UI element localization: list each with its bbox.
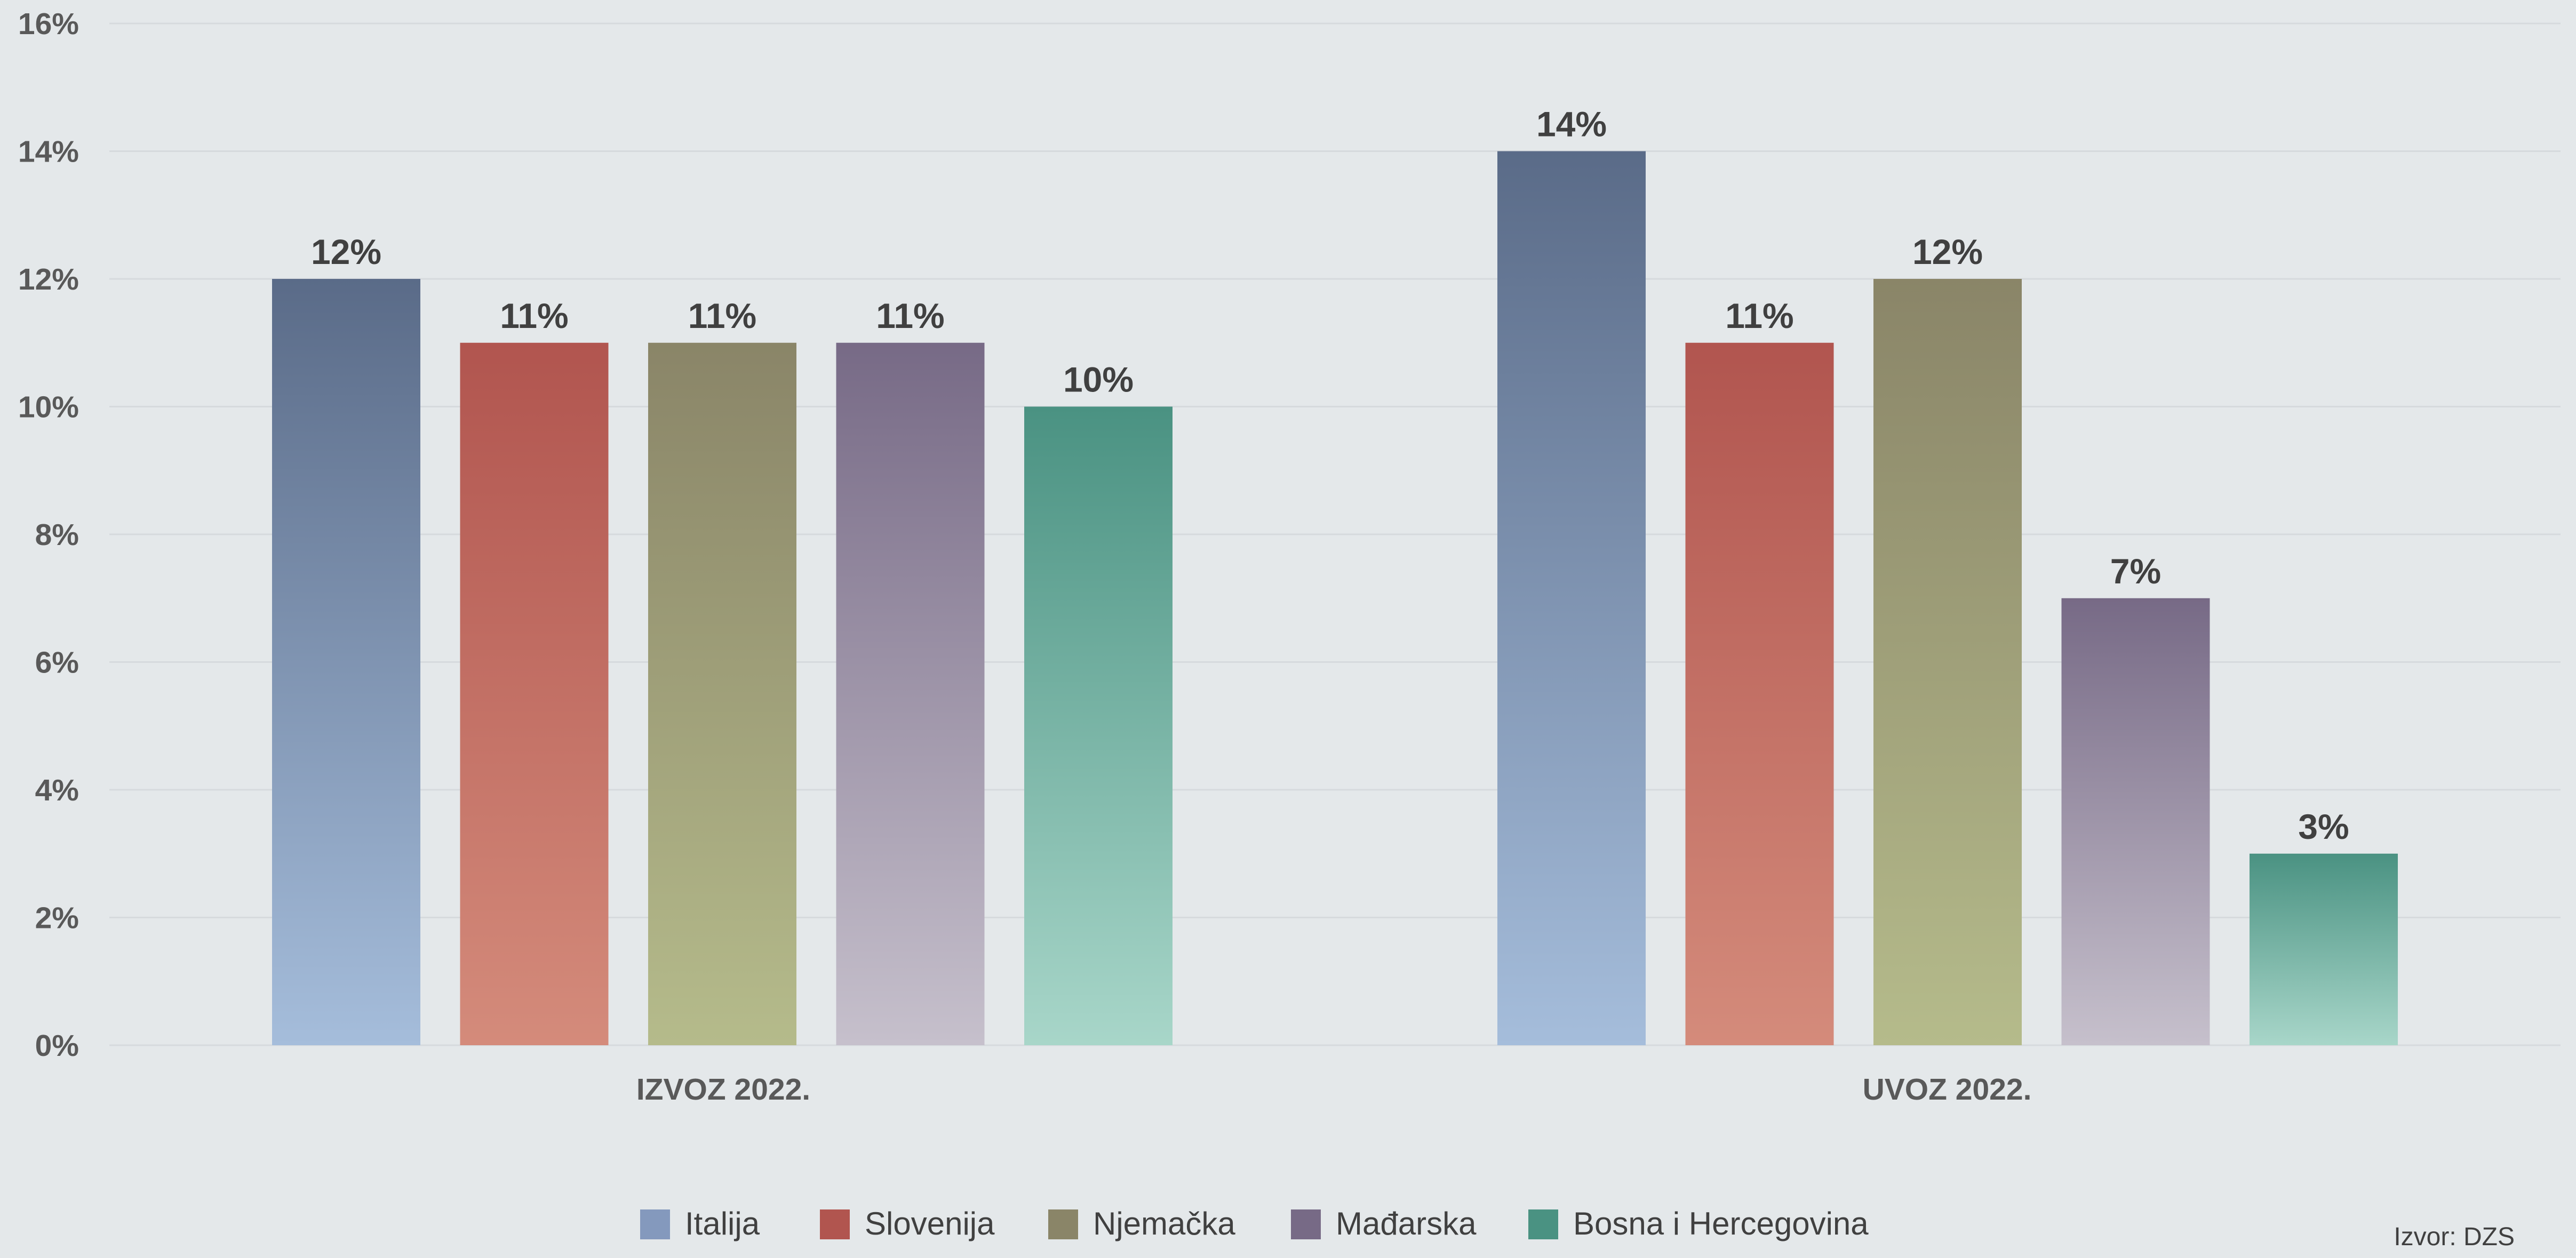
legend-label: Italija [685, 1206, 760, 1241]
bar-izvoz-4 [836, 342, 985, 1045]
source-note: Izvor: DZS [2394, 1223, 2515, 1251]
y-tick-label: 16% [18, 7, 79, 41]
data-label: 12% [1912, 232, 1983, 271]
legend-swatch [1528, 1209, 1558, 1239]
data-label: 11% [876, 296, 944, 335]
legend-swatch [1291, 1209, 1321, 1239]
legend: Italija Slovenija Njemačka Mađarska Bosna i … [640, 1206, 1869, 1241]
bar-izvoz-5 [1024, 406, 1173, 1045]
bar-uvoz-1 [1497, 151, 1646, 1045]
y-tick-label: 8% [35, 518, 79, 552]
legend-swatch [820, 1209, 850, 1239]
legend-swatch [1048, 1209, 1078, 1239]
legend-label: Slovenija [865, 1206, 995, 1241]
category-label: IZVOZ 2022. [636, 1072, 810, 1107]
data-label: 7% [2110, 551, 2161, 591]
bar-izvoz-2 [460, 342, 609, 1045]
legend-swatch [640, 1209, 670, 1239]
legend-label: Bosna i Hercegovina [1573, 1206, 1869, 1241]
y-axis-ticks: 0% 2% 4% 6% 8% 10% 12% 14% 16% [18, 7, 79, 1063]
bar-uvoz-4 [2061, 598, 2210, 1045]
bar-izvoz-3 [648, 342, 796, 1045]
category-label: UVOZ 2022. [1863, 1072, 2032, 1107]
y-tick-label: 0% [35, 1029, 79, 1063]
y-tick-label: 14% [18, 135, 79, 169]
bars [272, 151, 2398, 1045]
data-label: 11% [1725, 296, 1793, 335]
data-label: 3% [2298, 807, 2349, 846]
y-tick-label: 12% [18, 262, 79, 297]
bar-izvoz-1 [272, 279, 420, 1045]
data-label: 10% [1063, 360, 1134, 399]
bar-uvoz-5 [2250, 853, 2398, 1045]
y-tick-label: 6% [35, 646, 79, 680]
data-label: 11% [688, 296, 756, 335]
data-label: 14% [1536, 105, 1607, 144]
legend-label: Njemačka [1093, 1206, 1235, 1241]
legend-label: Mađarska [1336, 1206, 1477, 1241]
data-label: 12% [311, 232, 381, 271]
data-label: 11% [500, 296, 568, 335]
data-labels: 12% 11% 11% 11% 10% 14% 11% 12% 7% 3% [311, 105, 2349, 846]
y-tick-label: 4% [35, 773, 79, 807]
bar-uvoz-2 [1685, 342, 1834, 1045]
bar-uvoz-3 [1873, 279, 2022, 1045]
y-tick-label: 2% [35, 901, 79, 935]
x-axis-categories: IZVOZ 2022. UVOZ 2022. [636, 1072, 2032, 1107]
y-tick-label: 10% [18, 390, 79, 424]
